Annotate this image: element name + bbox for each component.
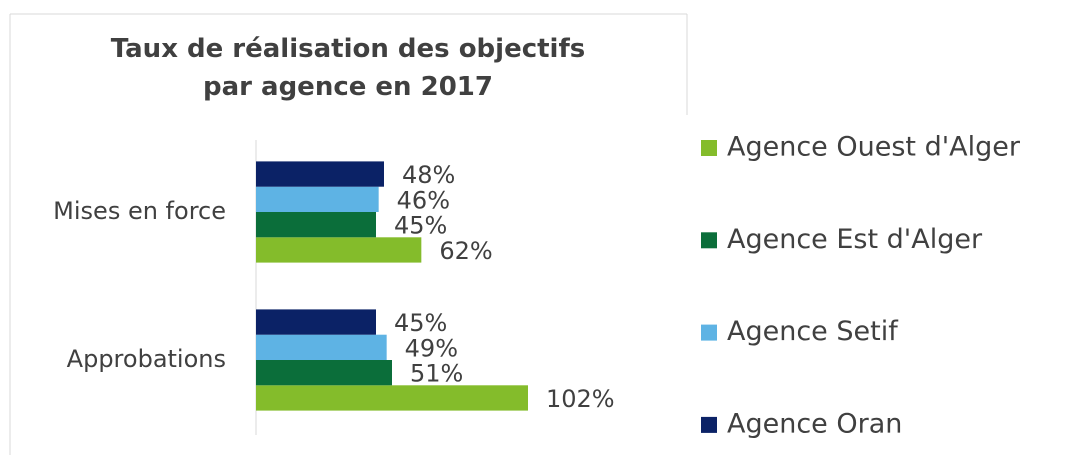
value-label: 45% [394, 212, 447, 240]
legend-swatch [701, 140, 717, 156]
bar [256, 385, 528, 411]
category-label: Approbations [67, 345, 226, 373]
bar [256, 186, 379, 212]
value-label: 102% [546, 385, 615, 413]
value-label: 49% [405, 334, 458, 362]
bar [256, 309, 376, 335]
legend-label: Agence Ouest d'Alger [727, 132, 1021, 163]
value-label: 62% [439, 237, 492, 265]
value-label: 48% [402, 161, 455, 189]
bar [256, 237, 422, 263]
bar [256, 212, 376, 238]
chart-title: Taux de réalisation des objectifs par ag… [110, 34, 586, 102]
bar [256, 334, 387, 360]
legend-swatch [701, 416, 717, 433]
value-label: 45% [394, 309, 447, 337]
legend-swatch [701, 324, 717, 341]
legend-swatch [701, 232, 717, 249]
bar [256, 360, 392, 386]
legend-label: Agence Est d'Alger [727, 224, 983, 255]
bar [256, 161, 384, 187]
value-label: 46% [397, 186, 450, 214]
value-label: 51% [410, 360, 463, 388]
category-label: Mises en force [53, 197, 226, 225]
legend-label: Agence Setif [727, 316, 899, 347]
legend-label: Agence Oran [727, 408, 902, 439]
